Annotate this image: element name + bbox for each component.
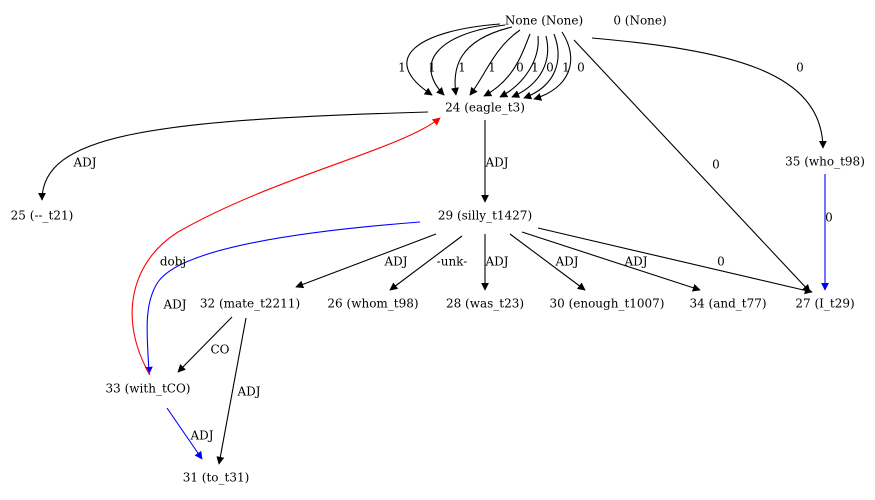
node-n25: 25 (--_t21) xyxy=(11,209,74,223)
edge-n32-to-n33: CO xyxy=(177,316,233,373)
edge-line xyxy=(591,37,827,149)
edge-n29-to-n34: ADJ xyxy=(521,231,701,292)
edge-none-to-n24: 1 xyxy=(469,29,521,96)
node-n31: 31 (to_t31) xyxy=(183,471,250,485)
node-n24: 24 (eagle_t3) xyxy=(445,101,525,115)
node-n26: 26 (whom_t98) xyxy=(327,297,418,311)
edge-label: 1 xyxy=(428,61,436,75)
node-n33: 33 (with_tCO) xyxy=(106,382,191,396)
edge-none-to-n24: 0 xyxy=(511,35,554,98)
edge-label: 1 xyxy=(458,61,466,75)
edge-line xyxy=(38,111,429,201)
edge-label: dobj xyxy=(160,255,186,269)
edge-label: 0 xyxy=(577,61,585,75)
edge-line xyxy=(295,233,437,289)
edge-line xyxy=(450,26,513,96)
node-n34: 34 (and_t77) xyxy=(689,297,766,311)
edge-label: 1 xyxy=(531,61,539,75)
edge-none-to-n24: 1 xyxy=(523,33,570,100)
node-n28: 28 (was_t23) xyxy=(446,297,524,311)
edge-none-to-n27: 0 xyxy=(573,39,811,293)
node-zero: 0 (None) xyxy=(613,14,666,28)
edge-label: 0 xyxy=(825,211,833,225)
edge-n32-to-n31: ADJ xyxy=(216,317,261,465)
edge-label: 1 xyxy=(562,61,570,75)
edge-none-to-n24: 1 xyxy=(450,26,513,96)
edge-label: ADJ xyxy=(189,429,213,443)
edge-none-to-n24: 1 xyxy=(499,35,539,98)
edge-label: 0 xyxy=(516,61,524,75)
edge-line xyxy=(509,233,586,291)
edge-line xyxy=(144,221,421,375)
nodes-layer: None (None) 0 (None) 24 (eagle_t3) 25 (--_t… xyxy=(11,14,865,485)
edge-label: ADJ xyxy=(484,156,508,170)
edge-n29-to-n27: 0 xyxy=(537,227,813,295)
edge-label: CO xyxy=(210,343,229,357)
edge-n33-to-n24: dobj xyxy=(131,117,441,376)
edge-label: ADJ xyxy=(623,255,647,269)
node-n35: 35 (who_t98) xyxy=(785,155,865,169)
edge-line xyxy=(177,316,233,373)
edge-label: 0 xyxy=(796,61,804,75)
edge-n35-to-n27: 0 xyxy=(821,174,833,291)
edge-none-to-n35: 0 xyxy=(591,37,827,149)
edge-label: ADJ xyxy=(72,156,96,170)
node-n29: 29 (silly_t1427) xyxy=(438,209,532,223)
edge-n29-to-n30: ADJ xyxy=(509,233,586,291)
edge-line xyxy=(166,407,203,460)
edge-label: 0 xyxy=(717,255,725,269)
edge-n24-to-n29: ADJ xyxy=(481,120,509,203)
edge-n29-to-n33: ADJ xyxy=(144,221,421,375)
edge-line xyxy=(511,35,549,98)
edge-label: ADJ xyxy=(383,255,407,269)
edge-line xyxy=(469,29,521,96)
edge-n29-to-n26: -unk- xyxy=(389,235,468,291)
edge-none-to-n24: 0 xyxy=(533,31,585,101)
edge-line xyxy=(573,39,811,293)
edge-n29-to-n28: ADJ xyxy=(481,234,509,291)
edge-line xyxy=(523,33,559,100)
edge-label: 0 xyxy=(546,61,554,75)
edge-line xyxy=(430,24,506,96)
edge-line xyxy=(406,23,501,96)
edge-line xyxy=(389,235,463,291)
edge-line xyxy=(483,33,531,97)
node-n32: 32 (mate_t2211) xyxy=(200,297,300,311)
edge-label: -unk- xyxy=(437,255,468,269)
edge-none-to-n24: 1 xyxy=(398,23,501,96)
edge-line xyxy=(521,231,701,292)
edge-line xyxy=(533,31,572,101)
edge-n24-to-n25: ADJ xyxy=(38,111,429,201)
edge-label: ADJ xyxy=(554,255,578,269)
node-n30: 30 (enough_t1007) xyxy=(549,297,664,311)
edge-line xyxy=(216,317,247,465)
edge-line xyxy=(131,117,441,376)
edge-label: 1 xyxy=(488,61,496,75)
edge-label: ADJ xyxy=(162,298,186,312)
node-none: None (None) xyxy=(505,14,583,28)
edge-label: ADJ xyxy=(484,255,508,269)
edge-label: ADJ xyxy=(236,385,260,399)
edge-none-to-n24: 1 xyxy=(428,24,506,96)
edge-label: 1 xyxy=(398,61,406,75)
edge-n29-to-n32: ADJ xyxy=(295,233,437,289)
edge-line xyxy=(499,35,539,98)
edge-none-to-n24: 0 xyxy=(483,33,531,97)
node-n27: 27 (I_t29) xyxy=(795,297,854,311)
edge-n33-to-n31: ADJ xyxy=(166,407,214,460)
edge-line xyxy=(537,227,813,295)
edge-label: 0 xyxy=(712,158,720,172)
